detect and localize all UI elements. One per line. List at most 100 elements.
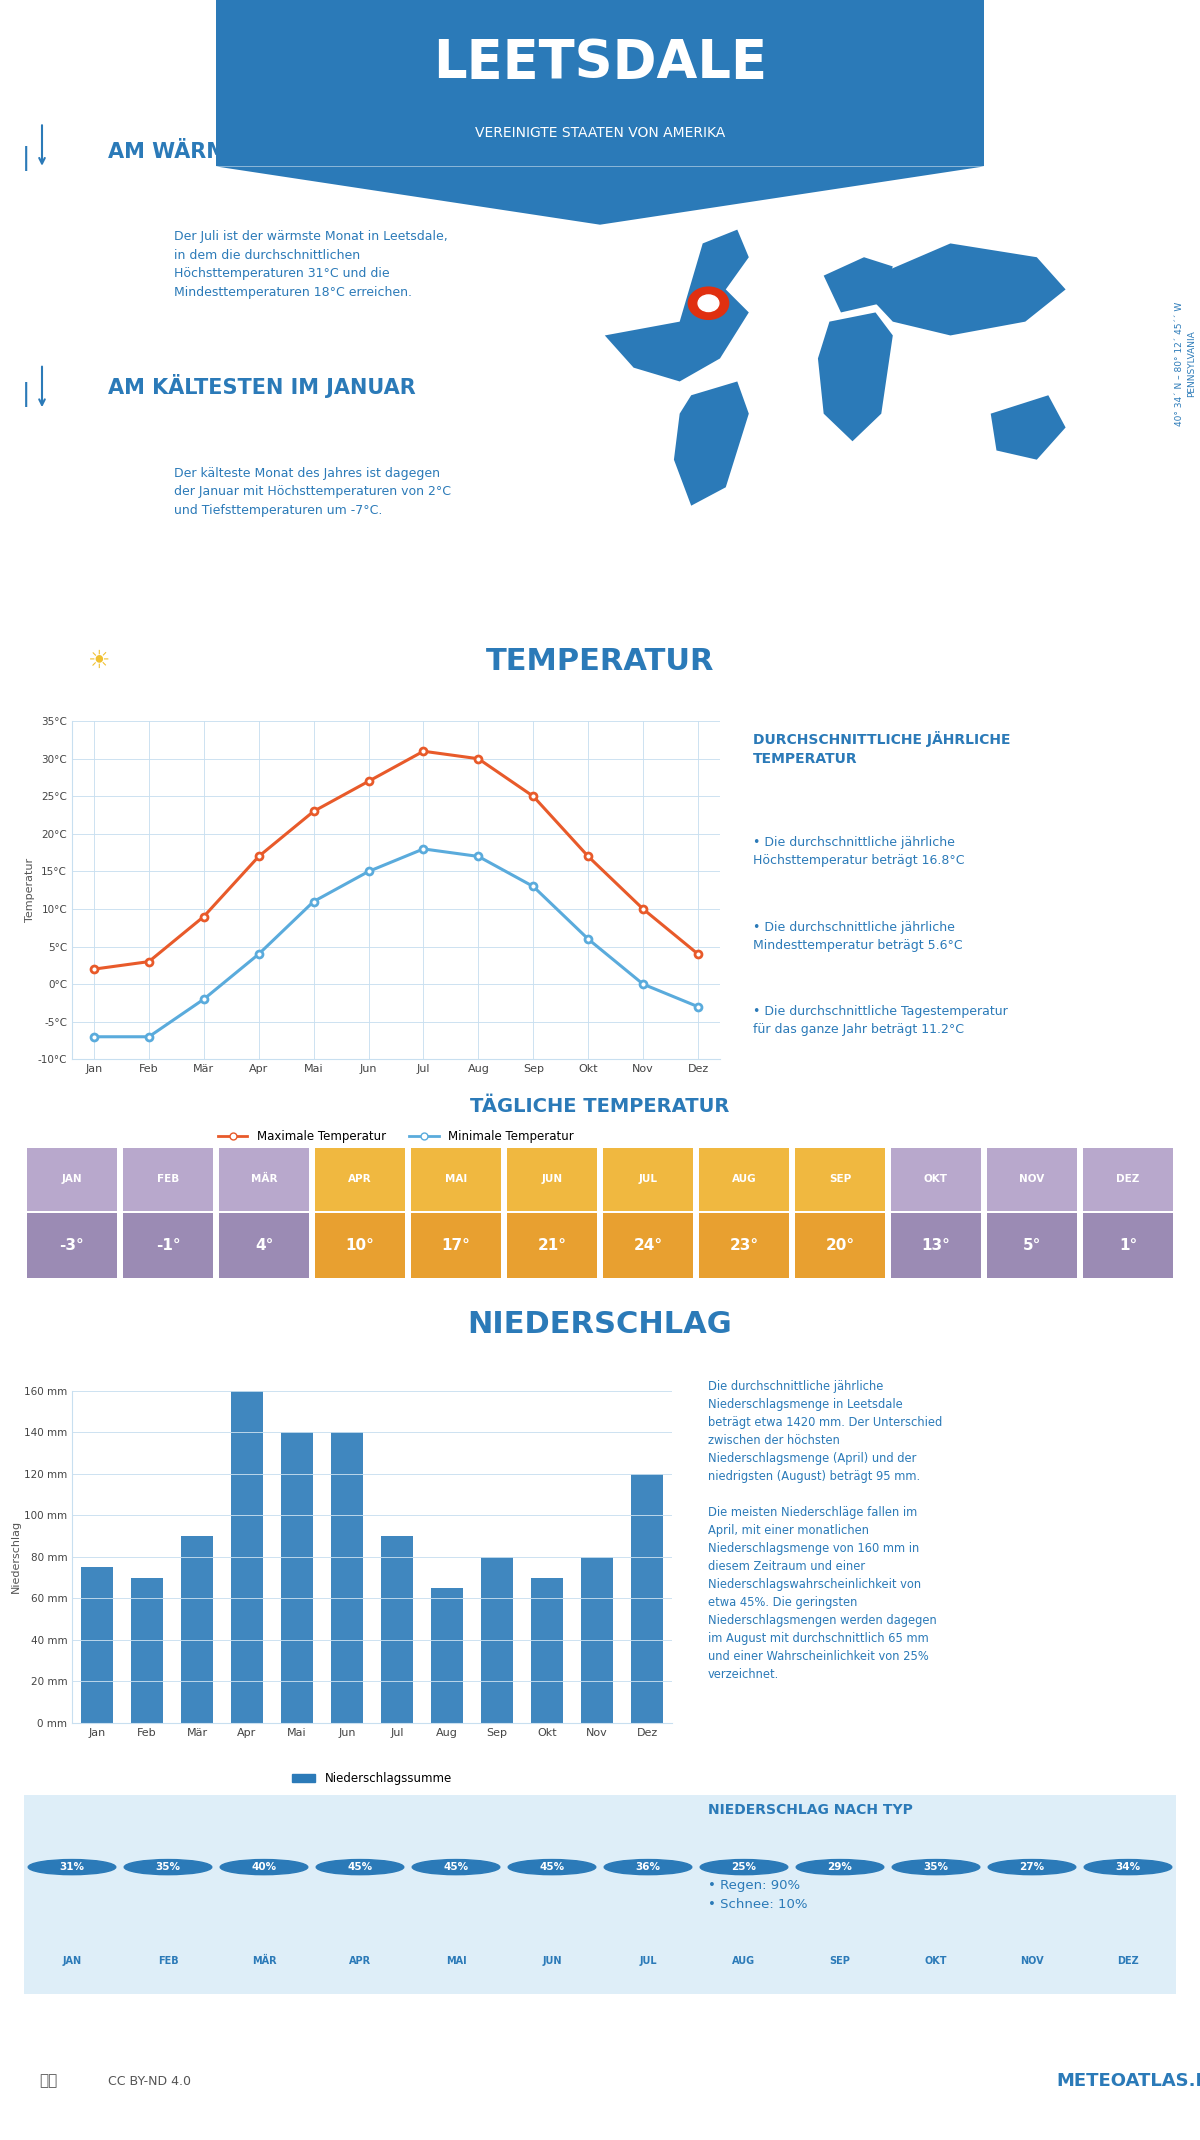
Text: AUG: AUG	[732, 1173, 756, 1183]
Text: JUL: JUL	[640, 1956, 656, 1967]
Text: MÄR: MÄR	[252, 1956, 276, 1967]
Y-axis label: Niederschlag: Niederschlag	[11, 1519, 22, 1594]
Text: 31%: 31%	[60, 1862, 84, 1872]
Text: TEMPERATUR: TEMPERATUR	[486, 646, 714, 676]
FancyBboxPatch shape	[220, 1213, 308, 1278]
Text: ☀: ☀	[88, 648, 110, 674]
FancyBboxPatch shape	[1084, 1213, 1172, 1278]
Text: 25%: 25%	[732, 1862, 756, 1872]
Text: JUN: JUN	[541, 1173, 563, 1183]
Text: -1°: -1°	[156, 1239, 180, 1254]
Bar	[481, 1556, 514, 1723]
Bar	[431, 1588, 463, 1723]
Circle shape	[989, 1860, 1075, 1875]
Bar	[281, 1432, 313, 1723]
FancyBboxPatch shape	[28, 1213, 116, 1278]
Text: -3°: -3°	[60, 1239, 84, 1254]
Polygon shape	[823, 257, 893, 312]
Text: MAI: MAI	[445, 1956, 467, 1967]
FancyBboxPatch shape	[700, 1213, 788, 1278]
FancyBboxPatch shape	[412, 1149, 500, 1211]
FancyBboxPatch shape	[700, 1149, 788, 1211]
Text: 5°: 5°	[1022, 1239, 1042, 1254]
Text: 21°: 21°	[538, 1239, 566, 1254]
Legend: Maximale Temperatur, Minimale Temperatur: Maximale Temperatur, Minimale Temperatur	[214, 1126, 578, 1147]
Circle shape	[698, 295, 719, 312]
FancyBboxPatch shape	[604, 1149, 692, 1211]
Legend: Niederschlagssumme: Niederschlagssumme	[287, 1768, 457, 1789]
Text: 40%: 40%	[252, 1862, 276, 1872]
Text: DEZ: DEZ	[1117, 1956, 1139, 1967]
FancyBboxPatch shape	[604, 1213, 692, 1278]
Text: CC BY-ND 4.0: CC BY-ND 4.0	[108, 2074, 191, 2089]
FancyBboxPatch shape	[24, 1795, 1176, 1994]
Text: Ⓒⓘ: Ⓒⓘ	[38, 2074, 58, 2089]
Circle shape	[689, 287, 728, 319]
Text: JAN: JAN	[62, 1956, 82, 1967]
FancyBboxPatch shape	[796, 1149, 884, 1211]
Text: AM KÄLTESTEN IM JANUAR: AM KÄLTESTEN IM JANUAR	[108, 374, 415, 398]
Text: 4°: 4°	[254, 1239, 274, 1254]
Circle shape	[0, 636, 468, 687]
FancyBboxPatch shape	[796, 1213, 884, 1278]
Text: 27%: 27%	[1020, 1862, 1044, 1872]
Text: SEP: SEP	[829, 1173, 851, 1183]
Polygon shape	[216, 167, 984, 225]
Bar	[331, 1432, 364, 1723]
Text: 36%: 36%	[636, 1862, 660, 1872]
Polygon shape	[818, 312, 893, 441]
FancyBboxPatch shape	[124, 1213, 212, 1278]
Text: APR: APR	[348, 1173, 372, 1183]
Text: JUN: JUN	[542, 1956, 562, 1967]
FancyBboxPatch shape	[508, 1213, 596, 1278]
Text: 24°: 24°	[634, 1239, 662, 1254]
Text: • Regen: 90%
• Schnee: 10%: • Regen: 90% • Schnee: 10%	[708, 1879, 808, 1911]
FancyBboxPatch shape	[892, 1213, 980, 1278]
Text: NIEDERSCHLAGSWAHRSCHEINLICHKEIT: NIEDERSCHLAGSWAHRSCHEINLICHKEIT	[432, 1753, 768, 1770]
Circle shape	[797, 1860, 883, 1875]
Y-axis label: Temperatur: Temperatur	[25, 858, 35, 922]
FancyBboxPatch shape	[124, 1149, 212, 1211]
Text: FEB: FEB	[157, 1173, 179, 1183]
Text: |: |	[23, 146, 30, 171]
Text: 34%: 34%	[1116, 1862, 1140, 1872]
Text: Der Juli ist der wärmste Monat in Leetsdale,
in dem die durchschnittlichen
Höchs: Der Juli ist der wärmste Monat in Leetsd…	[174, 231, 448, 300]
Text: LEETSDALE: LEETSDALE	[433, 36, 767, 90]
Bar	[380, 1537, 413, 1723]
Text: FEB: FEB	[157, 1956, 179, 1967]
Text: • Die durchschnittliche jährliche
Höchsttemperatur beträgt 16.8°C: • Die durchschnittliche jährliche Höchst…	[752, 837, 964, 867]
Text: METEOATLAS.DE: METEOATLAS.DE	[1056, 2072, 1200, 2091]
Circle shape	[413, 1860, 499, 1875]
Bar	[80, 1566, 113, 1723]
FancyBboxPatch shape	[316, 1213, 404, 1278]
Text: 20°: 20°	[826, 1239, 854, 1254]
Text: DEZ: DEZ	[1116, 1173, 1140, 1183]
Text: MAI: MAI	[445, 1173, 467, 1183]
Bar	[181, 1537, 214, 1723]
Text: 29%: 29%	[828, 1862, 852, 1872]
Text: 45%: 45%	[348, 1862, 372, 1872]
FancyBboxPatch shape	[892, 1149, 980, 1211]
Text: AUG: AUG	[732, 1956, 756, 1967]
Text: OKT: OKT	[924, 1173, 948, 1183]
FancyBboxPatch shape	[220, 1149, 308, 1211]
Circle shape	[317, 1860, 403, 1875]
Text: ☂: ☂	[86, 1310, 112, 1340]
Text: VEREINIGTE STAATEN VON AMERIKA: VEREINIGTE STAATEN VON AMERIKA	[475, 126, 725, 139]
Text: Der kälteste Monat des Jahres ist dagegen
der Januar mit Höchsttemperaturen von : Der kälteste Monat des Jahres ist dagege…	[174, 467, 451, 516]
FancyBboxPatch shape	[316, 1149, 404, 1211]
Text: TÄGLICHE TEMPERATUR: TÄGLICHE TEMPERATUR	[470, 1098, 730, 1115]
Text: NIEDERSCHLAG: NIEDERSCHLAG	[468, 1310, 732, 1340]
FancyBboxPatch shape	[412, 1213, 500, 1278]
Text: MÄR: MÄR	[251, 1173, 277, 1183]
Circle shape	[125, 1860, 211, 1875]
Bar	[581, 1556, 613, 1723]
FancyBboxPatch shape	[508, 1149, 596, 1211]
Text: 17°: 17°	[442, 1239, 470, 1254]
Text: 10°: 10°	[346, 1239, 374, 1254]
FancyBboxPatch shape	[988, 1149, 1076, 1211]
Bar	[131, 1577, 163, 1723]
Text: 1°: 1°	[1118, 1239, 1138, 1254]
Text: NOV: NOV	[1019, 1173, 1045, 1183]
Polygon shape	[674, 381, 749, 505]
